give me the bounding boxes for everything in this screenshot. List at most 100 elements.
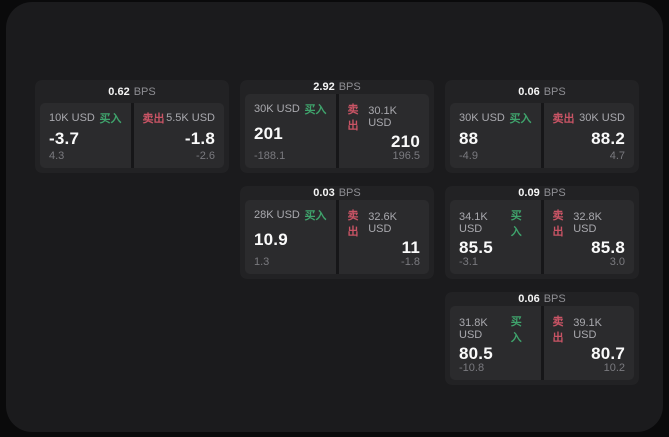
quote-card: 0.06 BPS 30K USD 买入 88 -4.9 卖出 30K USD 8… — [445, 80, 639, 173]
sell-panel[interactable]: 卖出 32.8K USD 85.8 3.0 — [543, 200, 634, 274]
buy-panel[interactable]: 10K USD 买入 -3.7 4.3 — [40, 103, 131, 168]
buy-price: 88 — [459, 128, 479, 148]
bps-header: 0.06 BPS — [445, 292, 639, 306]
sell-panel-top: 卖出 32.8K USD — [553, 207, 626, 239]
buy-sub-value: -3.1 — [459, 256, 478, 268]
bps-value: 0.62 — [108, 85, 130, 98]
buy-amount: 30K USD — [254, 103, 300, 115]
buy-sub-value: -188.1 — [254, 150, 286, 162]
quote-card: 0.09 BPS 34.1K USD 买入 85.5 -3.1 卖出 32.8K… — [445, 186, 639, 279]
sell-panel[interactable]: 卖出 30K USD 88.2 4.7 — [543, 103, 634, 168]
bps-value: 0.03 — [313, 187, 335, 199]
sell-price: 80.7 — [591, 344, 625, 363]
bps-unit-label: BPS — [543, 85, 566, 98]
quote-card: 0.06 BPS 31.8K USD 买入 80.5 -10.8 卖出 39.1… — [445, 292, 639, 385]
buy-panel[interactable]: 28K USD 买入 10.9 1.3 — [245, 200, 336, 274]
sell-label[interactable]: 卖出 — [142, 113, 165, 125]
bps-header: 2.92 BPS — [240, 80, 434, 94]
sell-price: 85.8 — [591, 238, 625, 257]
sell-label[interactable]: 卖出 — [552, 113, 575, 125]
buy-label[interactable]: 买入 — [304, 210, 327, 222]
sell-panel-top: 卖出 39.1K USD — [553, 313, 626, 345]
buy-sub-value: -10.8 — [459, 362, 485, 374]
sell-panel[interactable]: 卖出 5.5K USD -1.8 -2.6 — [133, 103, 224, 168]
buy-panel-top: 10K USD 买入 — [49, 110, 122, 126]
buy-price: -3.7 — [49, 128, 80, 148]
sell-panel[interactable]: 卖出 30.1K USD 210 196.5 — [338, 94, 429, 168]
bps-value: 0.06 — [518, 85, 540, 98]
sell-panel-top: 卖出 30.1K USD — [348, 101, 421, 133]
sell-label[interactable]: 卖出 — [347, 210, 359, 238]
bps-unit-label: BPS — [543, 187, 566, 199]
buy-panel-top: 28K USD 买入 — [254, 207, 327, 223]
buy-label[interactable]: 买入 — [510, 210, 522, 238]
buy-panel[interactable]: 34.1K USD 买入 85.5 -3.1 — [450, 200, 541, 274]
buy-price: 85.5 — [459, 238, 493, 257]
bps-value: 0.09 — [518, 187, 540, 199]
sell-sub-value: 196.5 — [392, 150, 420, 162]
buy-sub-value: 1.3 — [254, 256, 270, 268]
buy-price: 80.5 — [459, 344, 493, 363]
buy-sub-value: -4.9 — [459, 150, 478, 162]
panel-divider — [130, 103, 134, 168]
bps-unit-label: BPS — [338, 187, 361, 199]
buy-label[interactable]: 买入 — [510, 316, 522, 344]
buy-panel[interactable]: 31.8K USD 买入 80.5 -10.8 — [450, 306, 541, 380]
buy-price: 201 — [254, 124, 283, 143]
buy-label[interactable]: 买入 — [304, 104, 327, 116]
buy-sub-value: 4.3 — [49, 150, 65, 162]
buy-label[interactable]: 买入 — [99, 113, 122, 125]
sell-sub-value: -1.8 — [401, 256, 420, 268]
sell-amount: 39.1K USD — [573, 317, 602, 341]
panel-divider — [540, 103, 544, 168]
quote-panels: 28K USD 买入 10.9 1.3 卖出 32.6K USD 11 -1.8 — [240, 200, 434, 279]
app-surface: 0.62 BPS 10K USD 买入 -3.7 4.3 卖出 5.5K USD… — [6, 2, 663, 432]
sell-amount: 32.6K USD — [368, 211, 397, 235]
buy-amount: 31.8K USD — [459, 317, 488, 341]
buy-amount: 30K USD — [459, 112, 505, 124]
bps-header: 0.09 BPS — [445, 186, 639, 200]
sell-amount: 30K USD — [579, 112, 625, 124]
sell-panel-top: 卖出 30K USD — [553, 110, 626, 126]
buy-panel-top: 31.8K USD 买入 — [459, 313, 532, 345]
sell-label[interactable]: 卖出 — [347, 104, 359, 132]
buy-amount: 28K USD — [254, 209, 300, 221]
bps-unit-label: BPS — [338, 81, 361, 93]
buy-panel-top: 30K USD 买入 — [459, 110, 532, 126]
sell-label[interactable]: 卖出 — [552, 210, 564, 238]
bps-header: 0.06 BPS — [445, 80, 639, 103]
sell-panel[interactable]: 卖出 39.1K USD 80.7 10.2 — [543, 306, 634, 380]
sell-sub-value: 4.7 — [609, 150, 625, 162]
buy-panel[interactable]: 30K USD 买入 88 -4.9 — [450, 103, 541, 168]
sell-panel-top: 卖出 32.6K USD — [348, 207, 421, 239]
sell-sub-value: 10.2 — [603, 362, 625, 374]
buy-amount: 10K USD — [49, 112, 95, 124]
sell-label[interactable]: 卖出 — [552, 316, 564, 344]
sell-panel-top: 卖出 5.5K USD — [143, 110, 216, 126]
bps-unit-label: BPS — [133, 85, 156, 98]
sell-price: 11 — [401, 238, 420, 257]
quote-cards-grid: 0.62 BPS 10K USD 买入 -3.7 4.3 卖出 5.5K USD… — [35, 80, 639, 385]
quote-panels: 31.8K USD 买入 80.5 -10.8 卖出 39.1K USD 80.… — [445, 306, 639, 385]
sell-panel[interactable]: 卖出 32.6K USD 11 -1.8 — [338, 200, 429, 274]
buy-panel-top: 30K USD 买入 — [254, 101, 327, 117]
buy-price: 10.9 — [254, 230, 288, 249]
sell-price: -1.8 — [184, 128, 215, 148]
quote-card: 0.62 BPS 10K USD 买入 -3.7 4.3 卖出 5.5K USD… — [35, 80, 229, 173]
quote-card: 0.03 BPS 28K USD 买入 10.9 1.3 卖出 32.6K US… — [240, 186, 434, 279]
quote-panels: 30K USD 买入 201 -188.1 卖出 30.1K USD 210 1… — [240, 94, 434, 173]
bps-value: 2.92 — [313, 81, 335, 93]
sell-amount: 32.8K USD — [573, 211, 602, 235]
sell-sub-value: 3.0 — [609, 256, 625, 268]
panel-divider — [540, 200, 544, 274]
sell-price: 88.2 — [591, 128, 625, 148]
quote-panels: 30K USD 买入 88 -4.9 卖出 30K USD 88.2 4.7 — [445, 103, 639, 173]
panel-divider — [540, 306, 544, 380]
buy-amount: 34.1K USD — [459, 211, 488, 235]
bps-unit-label: BPS — [543, 293, 566, 305]
buy-label[interactable]: 买入 — [509, 113, 532, 125]
bps-value: 0.06 — [518, 293, 540, 305]
buy-panel-top: 34.1K USD 买入 — [459, 207, 532, 239]
quote-panels: 10K USD 买入 -3.7 4.3 卖出 5.5K USD -1.8 -2.… — [35, 103, 229, 173]
buy-panel[interactable]: 30K USD 买入 201 -188.1 — [245, 94, 336, 168]
